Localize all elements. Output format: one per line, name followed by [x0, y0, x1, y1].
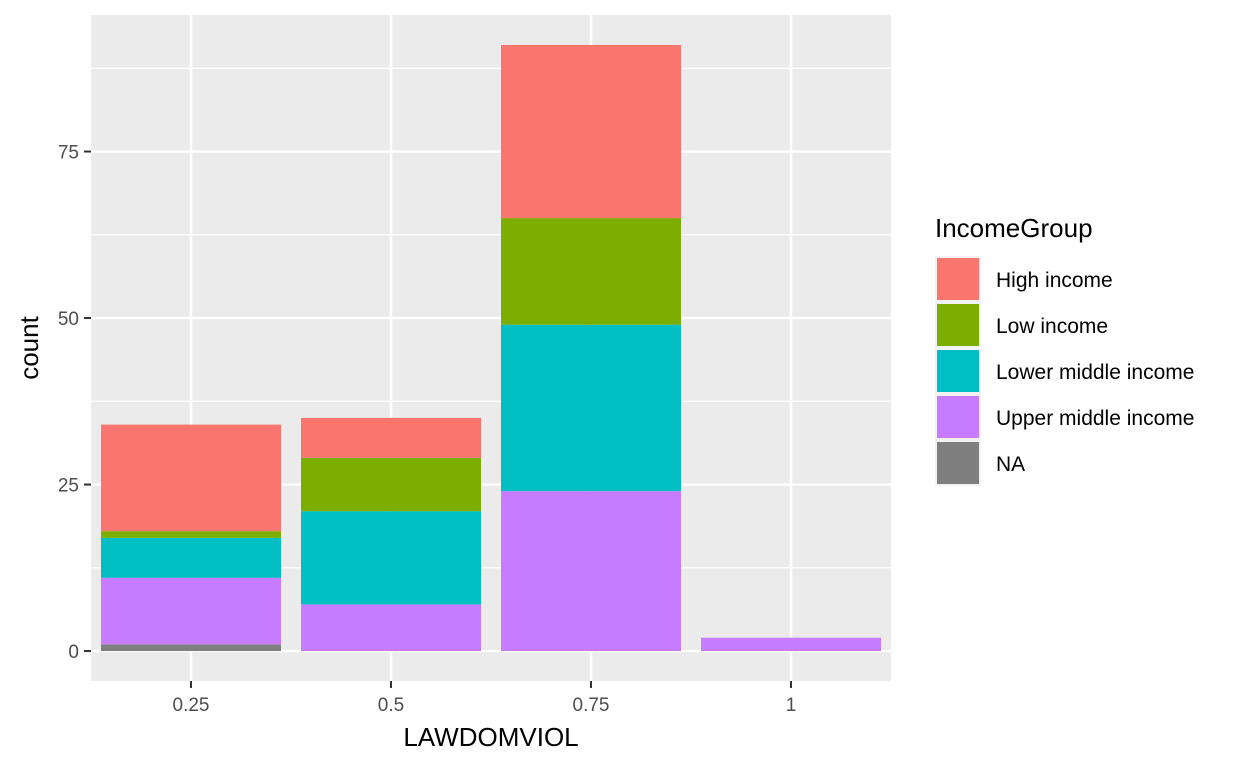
legend-label: Lower middle income: [996, 361, 1194, 384]
x-axis: 0.25 0.5 0.75 1: [173, 681, 797, 716]
legend-label: High income: [996, 269, 1113, 292]
legend-label: Low income: [996, 315, 1108, 338]
bar-segment: [501, 218, 681, 325]
legend-label: Upper middle income: [996, 407, 1194, 430]
legend-items: High income Low income Lower middle income…: [935, 256, 1194, 486]
legend-key: [937, 396, 979, 438]
bar-segment: [301, 457, 481, 512]
bar-segment: [301, 604, 481, 652]
x-axis-title: LAWDOMVIOL: [403, 722, 578, 752]
y-axis: 0 25 50 75: [58, 143, 91, 663]
bar-segment: [101, 424, 281, 532]
legend-key: [937, 258, 979, 300]
legend-key: [937, 442, 979, 484]
bar-segment: [101, 531, 281, 538]
legend-label: NA: [996, 453, 1025, 476]
y-tick-label: 0: [68, 642, 79, 663]
bar-segment: [101, 537, 281, 578]
legend-title: IncomeGroup: [935, 213, 1093, 243]
bar-segment: [501, 44, 681, 219]
y-tick-label: 25: [58, 476, 79, 497]
bar-segment: [501, 324, 681, 492]
x-tick-label: 0.5: [378, 695, 404, 716]
y-tick-label: 50: [58, 309, 79, 330]
bar-segment: [101, 577, 281, 645]
bars: [101, 44, 881, 652]
x-tick-label: 0.25: [173, 695, 210, 716]
y-axis-title: count: [14, 315, 44, 379]
bar-segment: [701, 637, 881, 652]
y-tick-label: 75: [58, 143, 79, 164]
bar-segment: [301, 417, 481, 458]
legend-key: [937, 350, 979, 392]
legend-key: [937, 304, 979, 346]
legend: IncomeGroup High income Low income Lower m…: [935, 213, 1194, 486]
bar-segment: [301, 511, 481, 605]
x-tick-label: 1: [786, 695, 797, 716]
bar-segment: [101, 644, 281, 652]
x-tick-label: 0.75: [573, 695, 610, 716]
bar-segment: [501, 491, 681, 652]
